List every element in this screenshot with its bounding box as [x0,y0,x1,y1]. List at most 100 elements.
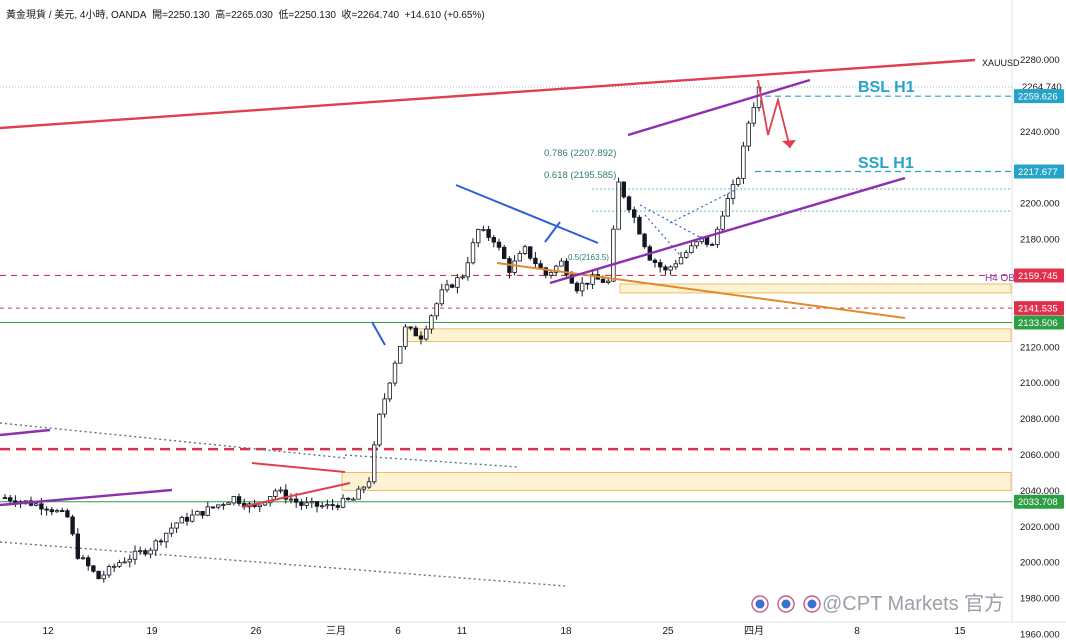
candle-down [345,497,351,500]
candle-down [293,498,299,503]
price-label-box [1014,301,1064,316]
candle-up [517,253,522,262]
candle-up [226,502,231,505]
candle-up [54,510,60,513]
candle-up [694,241,699,247]
candle-up [80,557,86,560]
channel-segment [0,488,173,507]
candle-up [257,504,262,507]
candle-up [215,504,221,508]
high-value: 高=2265.030 [215,10,273,21]
price-label-box [1014,268,1064,283]
symbol-name: 黃金現貨 / 美元, 4小時, OANDA [6,10,147,21]
candle-up [382,398,387,415]
candle-up [132,550,138,560]
candle-up [673,263,678,268]
y-tick-label: 2020.000 [1020,522,1060,533]
candle-down [658,262,663,268]
price-axis-label: 2217.677 [1018,167,1058,178]
y-tick-label: 2040.000 [1020,486,1060,497]
candle-up [366,481,372,488]
rising-channel-lower [549,176,906,285]
candle-up [205,506,210,516]
candle-down [637,216,642,235]
fib-small-label: 0.5(2163.5) [568,253,609,262]
candle-up [751,107,756,124]
y-tick-label: 2240.000 [1020,127,1060,138]
candle-down [39,503,44,510]
candle-down [501,246,507,259]
price-label-box [1014,89,1064,104]
bsl-label: BSL H1 [858,79,915,96]
x-tick-label: 18 [560,626,572,637]
x-tick-label: 12 [42,626,54,637]
candle-up [340,497,346,508]
candle-up [309,501,314,504]
price-axis-label: 2033.708 [1018,497,1058,508]
symbol-header: 黃金現貨 / 美元, 4小時, OANDA 開=2250.130 高=2265.… [6,6,485,21]
price-axis-label: 2259.626 [1018,92,1058,103]
candle-up [554,265,559,273]
candle-up [616,181,621,230]
candle-up [163,532,169,543]
candle-up [153,540,158,551]
candle-up [460,276,465,279]
y-tick-label: 2120.000 [1020,342,1060,353]
candle-up [397,345,403,364]
candle-up [137,550,143,553]
candle-up [231,496,236,504]
candle-up [189,514,195,522]
candle-down [75,533,80,559]
event-icon-flag [755,599,765,609]
watermark-text: @CPT Markets 官方 [822,592,1004,615]
candle-up [429,315,434,330]
y-tick-label: 1960.000 [1020,630,1060,641]
y-tick-label: 2180.000 [1020,235,1060,246]
y-tick-label: 2080.000 [1020,414,1060,425]
candle-up [475,229,481,244]
candle-down [2,497,8,499]
candle-down [533,257,538,265]
candle-down [491,237,496,243]
low-value: 低=2250.130 [278,10,336,21]
candle-down [86,557,91,567]
change-value: +14.610 (+0.65%) [404,10,485,21]
candle-group [2,84,762,583]
candle-down [569,274,574,284]
fib-618-label: 0.618 (2195.585) [544,170,616,181]
candle-down [200,511,205,516]
h4-ob-label: H4 OB [985,273,1015,284]
candle-up [101,574,106,580]
candle-up [689,245,694,253]
x-tick-label: 6 [395,626,401,637]
price-axis-label: 2141.535 [1018,304,1058,315]
candle-up [678,256,684,265]
candle-down [600,278,606,283]
candle-up [736,178,741,185]
candle-down [418,335,424,340]
candle-down [49,509,54,513]
dotted-trendline [0,422,346,459]
candle-up [195,511,200,516]
major-trendline [0,58,976,130]
candle-up [434,303,439,317]
candle-up [559,260,564,267]
candle-up [106,566,112,576]
ssl-label: SSL H1 [858,155,914,172]
candle-down [70,516,75,535]
candle-up [221,504,226,506]
channel-segment [0,428,51,437]
candle-up [304,502,309,506]
candle-down [543,267,548,276]
candle-up [351,498,356,501]
candle-up [392,362,398,384]
candle-down [283,489,288,500]
candle-up [148,549,153,555]
y-tick-label: 2060.000 [1020,450,1060,461]
candle-down [652,259,658,263]
event-icon-flag [781,599,791,609]
dotted-pattern [669,189,736,224]
candle-up [179,516,184,524]
